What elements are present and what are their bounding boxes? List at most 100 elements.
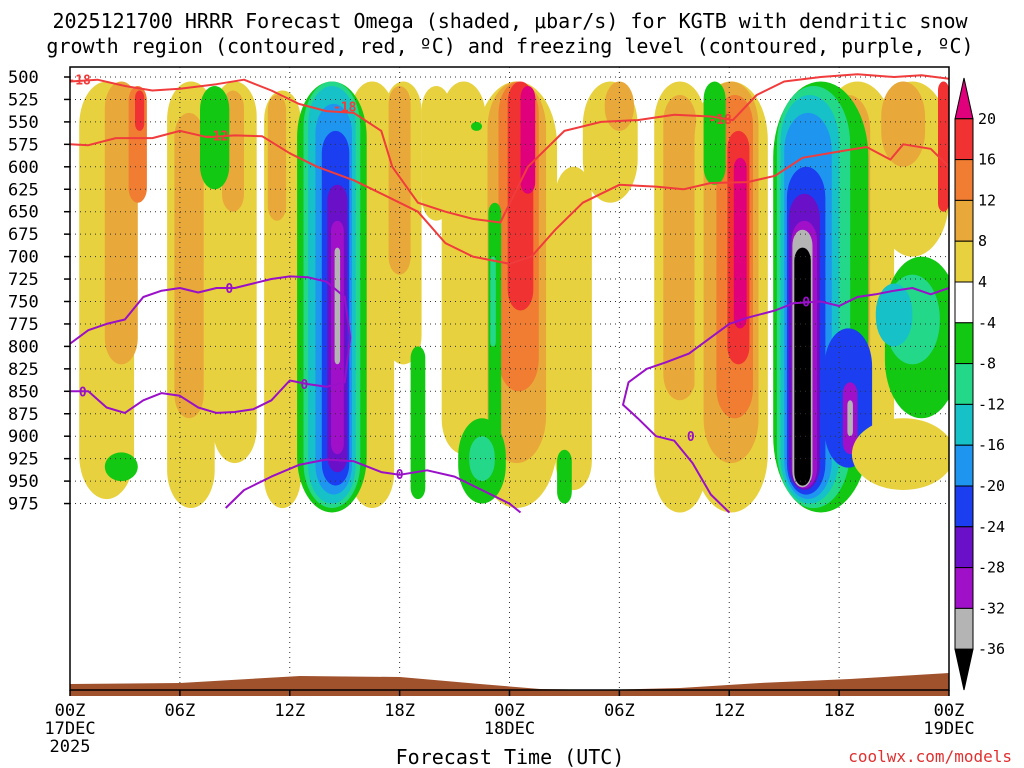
x-tick-label-48: 00Z <box>934 701 965 721</box>
y-tick-label-650: 650 <box>8 203 39 223</box>
y-tick-label-950: 950 <box>8 472 39 492</box>
y-tick-label-750: 750 <box>8 293 39 313</box>
colorbar-bin-8 <box>954 403 974 446</box>
dgz-contour-line-3 <box>70 129 949 265</box>
freezing-contour-label-3: 0 <box>396 468 404 483</box>
omega-shade-37 <box>471 121 482 131</box>
y-tick-label-625: 625 <box>8 180 39 200</box>
y-tick-label-825: 825 <box>8 360 39 380</box>
colorbar-label-2: 12 <box>978 191 996 209</box>
freezing-contour-label-5: 0 <box>802 296 810 311</box>
y-tick-label-575: 575 <box>8 135 39 155</box>
y-tick-label-700: 700 <box>8 248 39 268</box>
y-tick-label-525: 525 <box>8 90 39 110</box>
colorbar-bin-14 <box>954 648 974 691</box>
y-tick-label-725: 725 <box>8 270 39 290</box>
x-tick-label-0: 00Z <box>55 701 86 721</box>
omega-shade-44 <box>104 452 138 482</box>
y-tick-label-600: 600 <box>8 158 39 178</box>
colorbar-label-9: -20 <box>978 477 1005 495</box>
colorbar-bin-9 <box>954 444 974 487</box>
y-tick-label-850: 850 <box>8 382 39 402</box>
dgz-contour-line-0 <box>70 73 949 224</box>
x-tick-label-36: 12Z <box>714 701 745 721</box>
x-tick-label-12: 12Z <box>274 701 305 721</box>
colorbar-label-4: 4 <box>978 273 987 291</box>
chart-title-line1: 2025121700 HRRR Forecast Omega (shaded, … <box>52 9 968 33</box>
colorbar-bin-3 <box>954 199 974 242</box>
x-tick-date-24: 18DEC <box>484 719 535 739</box>
dgz-contour-label-1: -18 <box>333 101 357 116</box>
colorbar-bin-6 <box>954 322 974 365</box>
colorbar-bin-12 <box>954 567 974 609</box>
x-tick-label-6: 06Z <box>165 701 196 721</box>
colorbar-bin-5 <box>954 281 974 324</box>
x-tick-year-0: 2025 <box>50 737 91 757</box>
omega-shade-23 <box>604 81 634 131</box>
omega-shade-36 <box>703 81 726 185</box>
colorbar-label-12: -32 <box>978 599 1005 617</box>
y-tick-label-800: 800 <box>8 337 39 357</box>
omega-shading <box>79 81 949 513</box>
y-tick-label-775: 775 <box>8 315 39 335</box>
omega-shade-9 <box>267 95 287 221</box>
freezing-contour-line-3 <box>225 458 522 514</box>
x-axis-label: Forecast Time (UTC) <box>396 745 625 768</box>
contour-lines: -18 -18 -18 -12 0 0 0 0 0 0 <box>67 73 949 514</box>
omega-shade-34 <box>881 81 926 167</box>
colorbar-label-11: -28 <box>978 559 1005 577</box>
freezing-contour-label-1: 0 <box>79 385 87 400</box>
colorbar-label-6: -8 <box>978 355 996 373</box>
colorbar-label-10: -24 <box>978 518 1005 536</box>
freezing-contour-line-4 <box>622 287 949 514</box>
colorbar-label-3: 8 <box>978 232 987 250</box>
omega-shade-42 <box>469 436 495 482</box>
omega-shade-25 <box>663 95 697 401</box>
colorbar-bin-11 <box>954 526 974 569</box>
omega-shade-39 <box>490 256 496 347</box>
x-tick-date-0: 17DEC <box>44 719 95 739</box>
x-tick-label-18: 18Z <box>384 701 415 721</box>
x-tick-label-42: 18Z <box>824 701 855 721</box>
colorbar-bin-10 <box>954 485 974 528</box>
colorbar-bin-4 <box>954 240 974 283</box>
colorbar-label-5: -4 <box>978 314 996 332</box>
omega-shade-67 <box>875 283 913 347</box>
omega-shade-5 <box>174 112 204 419</box>
omega-shade-52 <box>334 247 341 365</box>
colorbar-label-8: -16 <box>978 436 1005 454</box>
freezing-contour-label-4: 0 <box>687 430 695 445</box>
freezing-contour-label-0: 0 <box>225 282 233 297</box>
y-tick-label-900: 900 <box>8 427 39 447</box>
omega-shade-13 <box>388 86 411 275</box>
colorbar-label-0: 20 <box>978 110 996 128</box>
omega-shade-3 <box>135 90 145 131</box>
omega-shade-40 <box>410 346 426 500</box>
freezing-contour-label-2: 0 <box>300 378 308 393</box>
omega-shade-21 <box>555 166 592 491</box>
omega-shade-43 <box>557 449 572 504</box>
y-tick-label-975: 975 <box>8 495 39 515</box>
colorbar-bin-7 <box>954 363 974 405</box>
y-tick-label-925: 925 <box>8 450 39 470</box>
x-tick-label-30: 06Z <box>604 701 635 721</box>
colorbar-label-13: -36 <box>978 640 1005 658</box>
omega-shade-68 <box>851 418 949 490</box>
x-tick-date-48: 19DEC <box>923 719 974 739</box>
omega-shade-61 <box>794 247 811 486</box>
colorbar-bin-2 <box>954 159 974 201</box>
omega-shade-20 <box>520 86 536 194</box>
y-tick-label-550: 550 <box>8 113 39 133</box>
colorbar: 20 16 12 8 4 -4 -8 -12 -16 -20 -24 -28 -32 -36 <box>954 77 1005 691</box>
omega-shade-30 <box>733 157 747 329</box>
dgz-contour-label-0: -18 <box>67 74 91 89</box>
colorbar-bin-0 <box>954 77 974 120</box>
colorbar-bin-13 <box>954 607 974 650</box>
colorbar-label-1: 16 <box>978 151 996 169</box>
chart-title-line2: growth region (contoured, red, ºC) and f… <box>46 34 973 58</box>
dgz-contour-label-3: -12 <box>205 129 228 144</box>
omega-shade-15 <box>441 81 486 455</box>
